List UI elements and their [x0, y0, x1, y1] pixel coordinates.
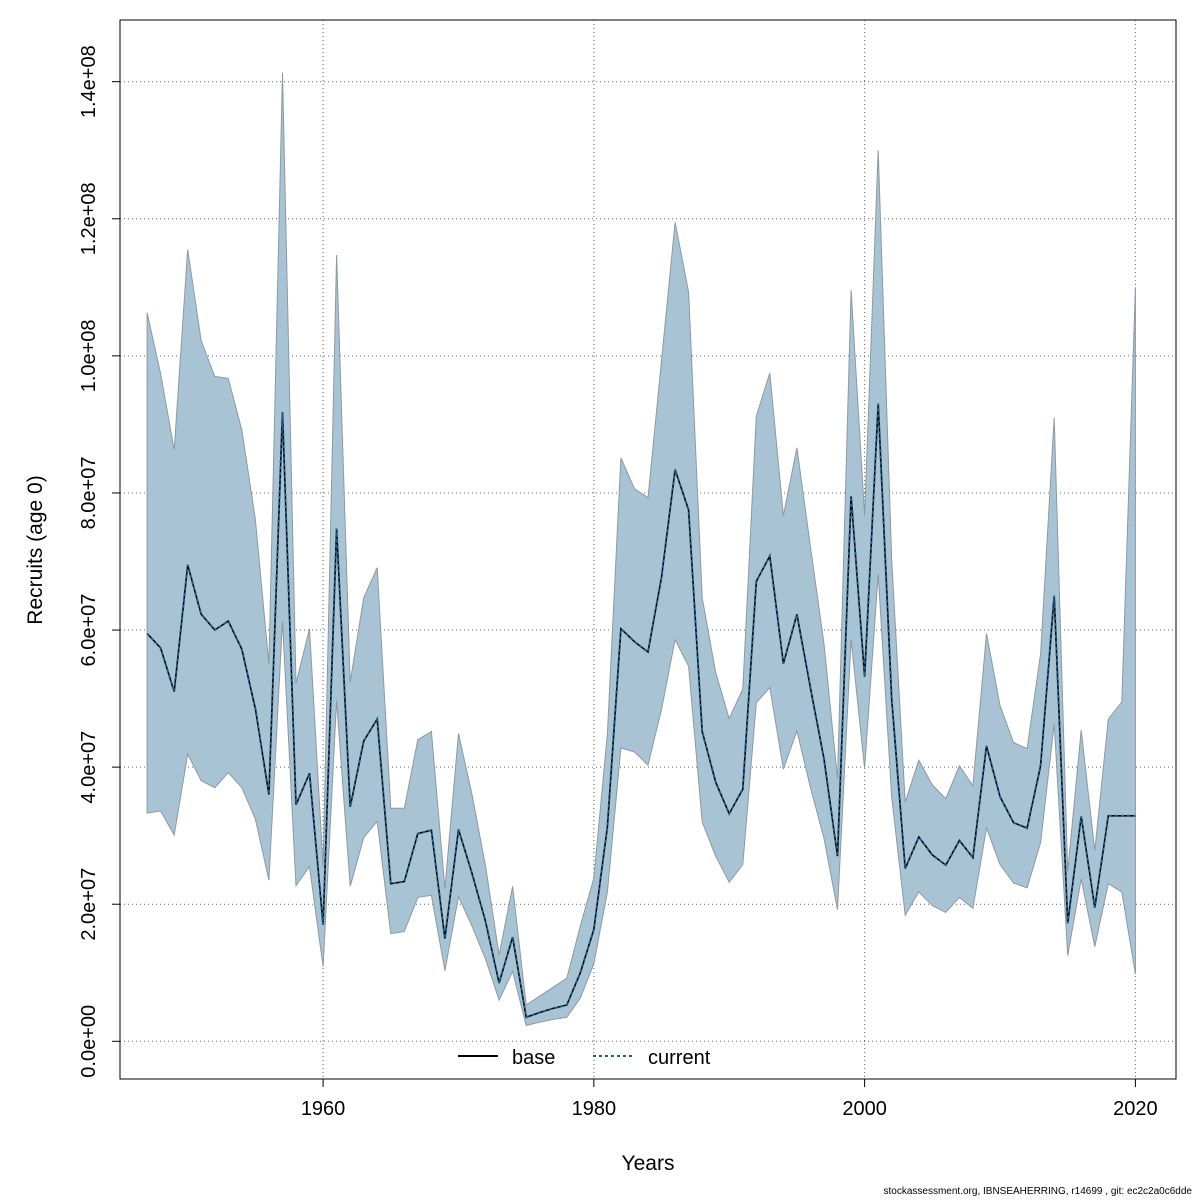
- series-lines-layer: [146, 403, 1136, 1019]
- x-tick-label-2020: 2020: [1113, 1098, 1158, 1120]
- y-tick-label-1: 2.0e+07: [78, 868, 100, 941]
- y-tick-label-4: 8.0e+07: [78, 457, 100, 530]
- y-tick-label-6: 1.2e+08: [78, 182, 100, 255]
- y-axis: 0.0e+00 2.0e+07 4.0e+07 6.0e+07 8.0e+07 1.0e+…: [78, 45, 120, 1078]
- x-tick-label-1960: 1960: [301, 1098, 346, 1120]
- plot-frame: [119, 19, 1177, 1080]
- y-axis-title: Recruits (age 0): [24, 475, 47, 624]
- footer-credit: stockassessment.org, IBNSEAHERRING, r146…: [883, 1186, 1192, 1197]
- y-tick-label-7: 1.4e+08: [78, 45, 100, 118]
- y-tick-label-3: 6.0e+07: [78, 594, 100, 667]
- confidence-band: [146, 72, 1136, 1027]
- series-line-current: [146, 403, 1136, 1019]
- x-tick-label-2000: 2000: [842, 1098, 887, 1120]
- grid: [120, 20, 1176, 1079]
- y-tick-label-2: 4.0e+07: [78, 731, 100, 804]
- y-tick-label-5: 1.0e+08: [78, 319, 100, 392]
- x-axis-title: Years: [622, 1152, 675, 1175]
- confidence-band-layer: [146, 72, 1136, 1027]
- legend-current-label: current: [648, 1047, 711, 1069]
- legend: base current: [458, 1047, 711, 1069]
- x-axis: 1960 1980 2000 2020: [301, 1079, 1158, 1120]
- y-tick-label-0: 0.0e+00: [78, 1005, 100, 1078]
- legend-base-label: base: [512, 1047, 555, 1069]
- x-tick-label-1980: 1980: [572, 1098, 617, 1120]
